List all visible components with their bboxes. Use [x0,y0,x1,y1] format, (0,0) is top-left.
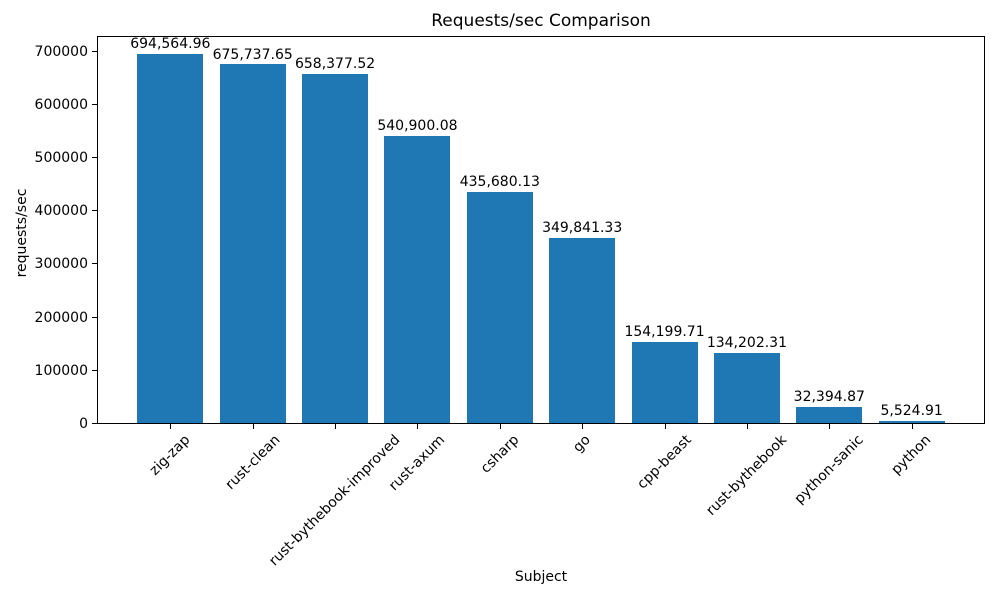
x-tick-label-python-sanic: python-sanic [791,432,867,508]
y-tick-label-700000: 700000 [34,43,88,60]
bar-go [549,237,616,424]
bar-value-rust-bythebook-improved: 658,377.52 [294,55,376,72]
x-tick-python [911,424,913,429]
x-tick-label-csharp: csharp [477,432,523,477]
bar-value-go: 349,841.33 [542,219,623,236]
x-tick-rust-bythebook [746,424,748,429]
x-tick-label-cpp-beast: cpp-beast [634,432,695,493]
y-tick-label-0: 0 [79,416,88,432]
bar-value-cpp-beast: 154,199.71 [624,323,705,340]
bar-value-rust-clean: 675,737.65 [212,46,293,63]
x-tick-label-rust-clean: rust-clean [222,432,284,493]
y-tick-700000 [92,50,97,52]
bar-rust-axum [384,136,451,424]
bar-cpp-beast [631,341,698,424]
y-tick-300000 [92,263,97,265]
y-tick-500000 [92,156,97,158]
x-tick-label-python: python [888,432,935,478]
chart-title: Requests/sec Comparison [431,11,651,31]
x-tick-csharp [499,424,501,429]
x-tick-rust-axum [417,424,419,429]
x-tick-go [582,424,584,429]
bar-value-python-sanic: 32,394.87 [793,388,865,405]
bar-zig-zap [137,54,204,424]
bar-python [878,421,945,424]
bar-value-python: 5,524.91 [880,403,943,420]
bar-rust-bythebook [713,352,780,424]
bar-value-zig-zap: 694,564.96 [130,36,211,53]
bar-value-rust-axum: 540,900.08 [377,118,458,135]
x-tick-cpp-beast [664,424,666,429]
x-tick-python-sanic [829,424,831,429]
y-tick-400000 [92,210,97,212]
y-tick-label-100000: 100000 [34,362,88,379]
x-tick-zig-zap [170,424,172,429]
y-tick-label-400000: 400000 [34,203,88,220]
x-tick-label-go: go [570,432,595,456]
y-tick-0 [92,423,97,424]
y-tick-label-200000: 200000 [34,309,88,326]
x-tick-rust-clean [252,424,254,429]
bar-python-sanic [796,406,863,424]
x-tick-label-zig-zap: zig-zap [146,432,194,479]
y-tick-label-300000: 300000 [34,256,88,273]
y-tick-label-600000: 600000 [34,96,88,113]
x-tick-rust-bythebook-improved [335,424,337,429]
bar-csharp [466,192,533,424]
bar-value-rust-bythebook: 134,202.31 [706,334,788,351]
bar-value-csharp: 435,680.13 [459,174,540,191]
bar-rust-bythebook-improved [302,73,368,424]
x-tick-label-rust-bythebook: rust-bythebook [703,432,791,519]
x-axis-label: Subject [514,569,568,585]
y-tick-label-500000: 500000 [34,149,88,166]
bar-rust-clean [219,64,286,424]
x-tick-label-rust-bythebook-improved: rust-bythebook-improved [266,432,404,570]
y-tick-200000 [92,316,97,318]
y-tick-600000 [92,103,97,105]
y-tick-100000 [92,369,97,371]
y-axis-label: requests/sec [14,188,30,278]
